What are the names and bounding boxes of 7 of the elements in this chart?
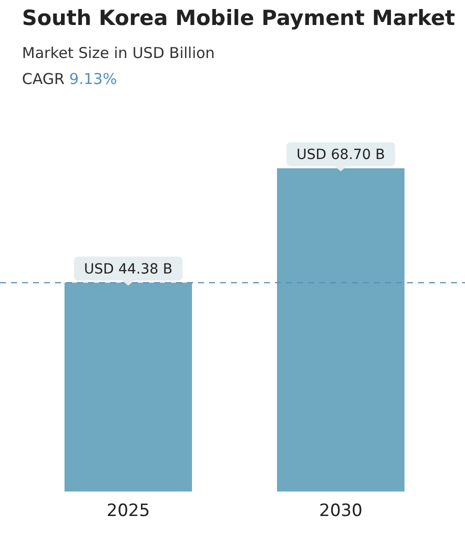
- x-tick-label: 2030: [319, 501, 362, 522]
- data-label: USD 44.38 B: [84, 261, 172, 278]
- chart-title: South Korea Mobile Payment Market: [22, 6, 456, 30]
- data-label: USD 68.70 B: [296, 146, 385, 163]
- text: CAGR 9.13%: [22, 70, 117, 88]
- chart-subtitle: Market Size in USD Billion: [22, 44, 215, 62]
- x-tick-label: 2025: [106, 501, 150, 522]
